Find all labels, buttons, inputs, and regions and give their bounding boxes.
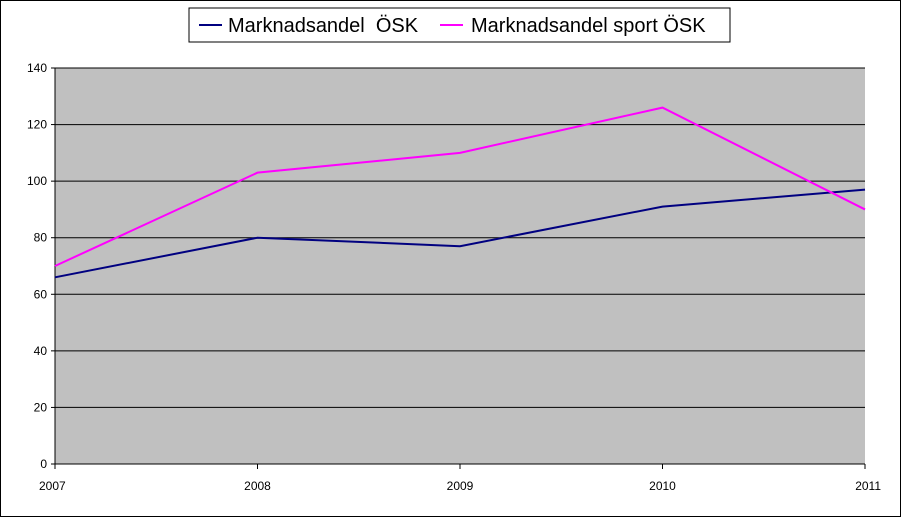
x-tick-label: 2007	[39, 479, 66, 493]
x-tick-label: 2010	[649, 479, 676, 493]
x-tick-label: 2009	[447, 479, 474, 493]
x-tick-label: 2008	[244, 479, 271, 493]
y-tick-label: 120	[27, 118, 47, 132]
y-tick-label: 20	[34, 400, 48, 414]
x-axis-ticks: 2007 2008 2009 2010 2011	[39, 464, 881, 493]
legend-label-series-1: Marknadsandel ÖSK	[228, 15, 419, 37]
legend: Marknadsandel ÖSK Marknadsandel sport ÖS…	[188, 7, 731, 43]
x-tick-label: 2011	[855, 479, 881, 493]
y-tick-label: 100	[27, 174, 47, 188]
series-line-1	[54, 188, 866, 279]
plot-area	[55, 68, 865, 464]
y-tick-label: 80	[34, 231, 48, 245]
series-lines	[54, 106, 866, 279]
series-line-2	[54, 106, 866, 267]
y-tick-label: 140	[27, 61, 47, 75]
y-tick-label: 60	[34, 287, 48, 301]
y-tick-label: 0	[40, 457, 47, 471]
y-axis-ticks: 0 20 40 60 80 100 120 140	[27, 61, 55, 471]
legend-label-series-2: Marknadsandel sport ÖSK	[471, 15, 706, 37]
grid-lines	[55, 67, 865, 408]
y-tick-label: 40	[34, 344, 48, 358]
